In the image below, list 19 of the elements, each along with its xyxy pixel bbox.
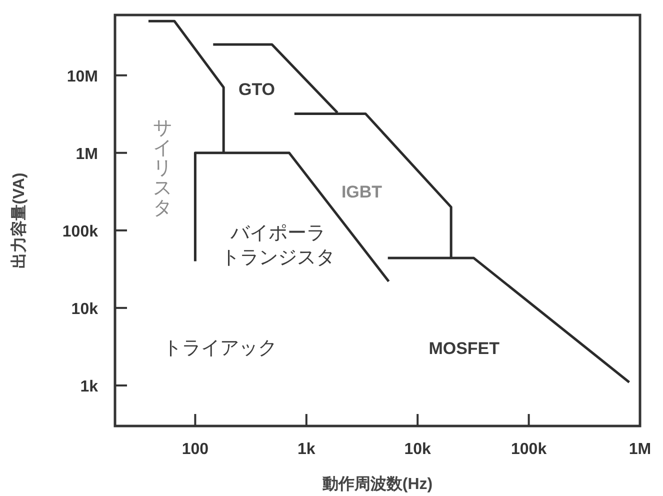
x-tick-label: 100k (511, 441, 547, 458)
y-tick-label: 100k (62, 223, 98, 240)
x-axis-title: 動作周波数(Hz) (321, 475, 433, 493)
y-tick-label: 10M (66, 68, 98, 86)
x-tick-label: 100 (182, 441, 209, 458)
annotation: IGBT (341, 182, 383, 202)
x-tick-label: 1M (628, 441, 652, 458)
annotation: MOSFET (428, 338, 500, 358)
y-axis-title: 出力容量(VA) (9, 172, 28, 268)
y-tick-label: 1k (80, 378, 98, 396)
annotation: サイリスタ (152, 118, 172, 220)
annotation: GTO (238, 80, 276, 99)
annotation: トライアック (163, 338, 277, 359)
x-tick-label: 10k (404, 441, 432, 458)
y-tick-label: 1M (76, 146, 98, 163)
annotation: バイポーラ (229, 222, 326, 244)
y-tick-label: 10k (71, 300, 98, 318)
x-tick-label: 1k (298, 441, 316, 458)
annotation: トランジスタ (220, 247, 335, 268)
